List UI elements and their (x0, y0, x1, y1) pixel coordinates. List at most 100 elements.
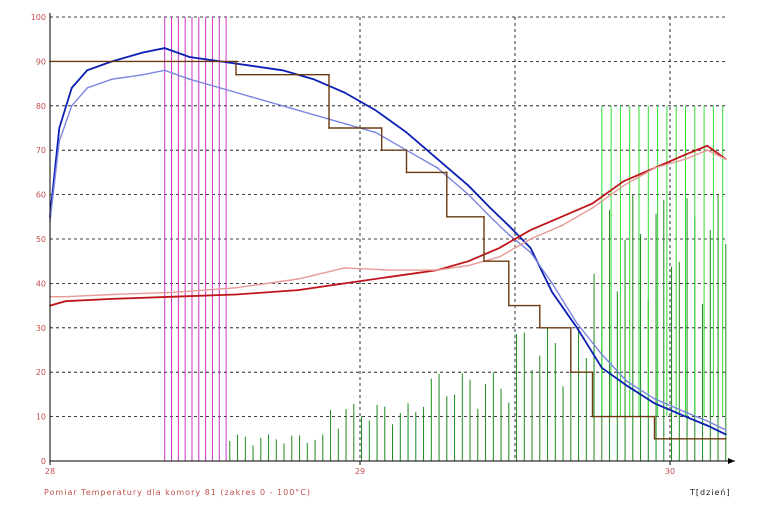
data-point (374, 109, 377, 112)
data-point (235, 73, 237, 76)
data-point (591, 207, 594, 209)
data-point (706, 420, 708, 422)
data-point (684, 153, 687, 156)
data-point (591, 371, 594, 374)
data-point (551, 282, 553, 285)
data-point (390, 269, 392, 271)
data-point (70, 105, 73, 107)
y-tick-label: 80 (36, 102, 46, 111)
data-point (706, 149, 708, 151)
data-point (111, 298, 113, 300)
data-point (297, 289, 299, 291)
data-point (467, 184, 470, 187)
data-point (653, 415, 656, 418)
data-point (483, 260, 485, 263)
data-point (684, 158, 687, 160)
data-point (250, 96, 253, 98)
data-point (706, 144, 708, 147)
data-point (142, 73, 144, 76)
x-tick-label: 28 (45, 467, 55, 476)
data-point (281, 69, 284, 72)
data-point (328, 127, 330, 129)
y-tick-label: 20 (36, 368, 46, 377)
series-line-4 (50, 60, 726, 440)
data-point (250, 65, 253, 67)
y-tick-label: 50 (36, 235, 46, 244)
y-tick-label: 60 (36, 191, 46, 200)
data-point (591, 202, 594, 205)
data-point (86, 87, 88, 89)
data-point (706, 424, 708, 427)
data-point (219, 87, 222, 89)
data-point (343, 122, 346, 125)
y-tick-label: 0 (41, 457, 46, 466)
series-line-0 (49, 47, 727, 436)
data-point (405, 149, 408, 151)
data-point (653, 438, 656, 440)
data-point (653, 398, 656, 400)
data-point (436, 269, 439, 271)
data-point (684, 415, 687, 418)
data-point (312, 113, 315, 116)
y-tick-label: 90 (36, 57, 46, 66)
data-point (188, 78, 191, 80)
data-point (467, 193, 470, 196)
data-point (508, 224, 510, 227)
y-tick-label: 100 (31, 13, 46, 22)
data-point (684, 411, 687, 413)
valve-bars (164, 17, 727, 461)
data-point (111, 78, 113, 80)
data-point (343, 282, 346, 285)
data-point (163, 47, 166, 49)
data-point (622, 180, 625, 183)
data-point (86, 69, 88, 72)
data-point (570, 327, 572, 329)
series-lines (49, 47, 727, 440)
data-point (622, 184, 625, 187)
data-point (235, 60, 237, 63)
data-point (601, 353, 603, 356)
data-point (529, 251, 532, 254)
y-tick-label: 10 (36, 413, 46, 422)
data-point (374, 131, 377, 134)
data-point (529, 247, 532, 249)
data-point (508, 233, 510, 236)
data-point (653, 402, 656, 405)
data-point (483, 216, 485, 218)
data-point (235, 287, 237, 289)
data-point (508, 260, 510, 263)
data-point (551, 291, 553, 294)
data-point (467, 264, 470, 267)
x-tick-label: 30 (665, 467, 675, 476)
data-point (380, 127, 383, 129)
data-point (725, 433, 727, 436)
data-point (405, 131, 408, 134)
data-point (467, 260, 470, 263)
data-point (625, 380, 628, 382)
data-point (436, 158, 439, 160)
data-point (498, 255, 501, 258)
data-point (576, 322, 578, 325)
data-point (297, 278, 299, 280)
data-point (281, 105, 284, 107)
data-point (173, 295, 175, 298)
x-tick-label: 29 (355, 467, 365, 476)
data-point (343, 267, 346, 269)
data-point (489, 207, 492, 209)
series-line-1 (49, 69, 727, 431)
data-point (489, 216, 492, 218)
data-point (64, 295, 67, 298)
chart-caption: Pomiar Temperatury dla komory 81 (zakres… (44, 488, 311, 497)
data-point (625, 384, 628, 387)
data-point (601, 366, 603, 369)
axes (49, 13, 735, 465)
data-point (725, 438, 727, 440)
data-point (188, 56, 191, 58)
data-point (436, 167, 439, 169)
y-tick-label: 70 (36, 146, 46, 155)
x-axis-arrow (728, 458, 735, 464)
data-point (111, 293, 113, 296)
data-point (405, 171, 408, 174)
data-point (653, 167, 656, 169)
data-point (560, 224, 563, 227)
